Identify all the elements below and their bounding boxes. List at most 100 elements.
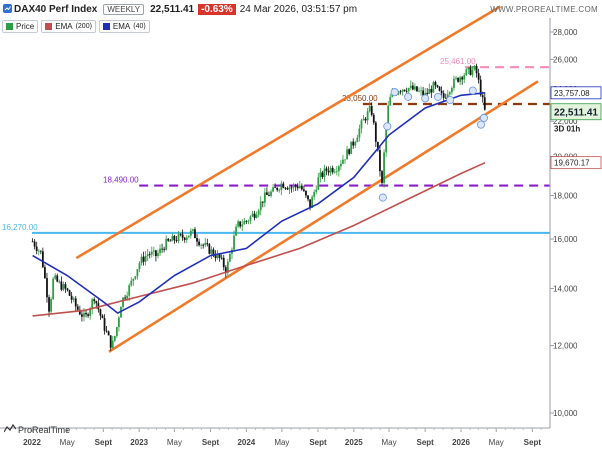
candle-body	[255, 214, 258, 218]
candle-body	[459, 77, 462, 82]
candles	[31, 63, 486, 351]
candle-body	[52, 278, 55, 300]
candle-body	[424, 92, 427, 96]
ema200-swatch-icon	[45, 23, 53, 30]
candle-body	[270, 191, 272, 196]
candle-body	[276, 187, 279, 190]
y-tick-label: 22,000	[553, 117, 578, 126]
candle-body	[377, 141, 379, 151]
candle-body	[473, 65, 476, 70]
candle-body	[83, 312, 85, 317]
x-tick-label: May	[381, 438, 396, 447]
candle-body	[200, 244, 203, 246]
candle-body	[226, 261, 229, 273]
candle-body	[313, 191, 316, 197]
candle-body	[305, 190, 307, 196]
candle-body	[142, 256, 145, 262]
candle-body	[372, 114, 375, 123]
candle-body	[245, 220, 248, 222]
candle-body	[352, 141, 355, 146]
candle-body	[93, 299, 96, 302]
last-price-box	[550, 103, 602, 121]
candle-body	[319, 172, 322, 178]
candle-body	[60, 281, 63, 290]
candle-body	[430, 88, 433, 93]
candle-body	[296, 186, 299, 189]
site-url: WWW.PROREALTIME.COM	[490, 4, 598, 14]
candle-body	[224, 267, 227, 273]
legend-ema200[interactable]: EMA (200)	[41, 20, 96, 33]
candle-body	[132, 278, 135, 281]
change-badge: -0.63%	[198, 3, 236, 15]
indicator-legend: Price EMA (200) EMA (40)	[2, 20, 150, 33]
x-tick-label: Sept	[309, 438, 327, 447]
dividend-marker	[479, 113, 488, 122]
candle-body	[111, 340, 114, 348]
candle-body	[263, 192, 266, 203]
y-tick-label: 12,000	[553, 342, 578, 351]
candle-body	[202, 244, 205, 246]
candle-body	[229, 253, 231, 262]
candle-body	[64, 284, 67, 289]
candle-body	[409, 85, 412, 89]
legend-ema200-label: EMA	[55, 22, 73, 31]
candle-body	[261, 201, 264, 203]
timeframe-selector[interactable]: WEEKLY	[103, 3, 145, 15]
x-tick-label: Sept	[417, 438, 435, 447]
instrument-title[interactable]: DAX40 Perf Index	[14, 3, 98, 15]
candle-body	[163, 248, 166, 250]
x-tick-label: Sept	[202, 438, 220, 447]
candle-body	[192, 229, 194, 231]
legend-ema40[interactable]: EMA (40)	[98, 20, 150, 33]
candle-body	[130, 280, 133, 286]
candle-body	[165, 238, 168, 250]
candle-body	[420, 90, 422, 92]
legend-ema40-param: (40)	[133, 23, 146, 30]
candle-body	[124, 297, 126, 299]
dividend-marker	[434, 92, 443, 101]
candle-body	[222, 257, 225, 268]
candle-body	[194, 229, 196, 239]
brand-logo: ProRealTime	[3, 423, 70, 435]
candle-body	[364, 118, 367, 121]
channel-upper-line	[75, 5, 502, 260]
candle-body	[136, 269, 139, 277]
candle-body	[161, 248, 163, 250]
candle-body	[185, 237, 188, 241]
dividend-marker	[378, 193, 387, 202]
candle-body	[239, 221, 242, 227]
candle-body	[167, 238, 170, 241]
ema200-value-box	[550, 156, 602, 170]
candle-body	[54, 275, 57, 279]
candle-body	[342, 159, 344, 164]
level-label: 16,270.00	[2, 223, 38, 232]
candle-body	[235, 226, 237, 236]
candle-body	[438, 86, 441, 91]
candle-body	[450, 87, 453, 93]
candle-body	[446, 94, 449, 98]
candle-body	[56, 275, 59, 282]
candle-body	[115, 327, 118, 336]
candle-body	[210, 249, 213, 254]
candle-body	[181, 234, 184, 238]
candle-body	[169, 240, 172, 242]
candle-body	[471, 69, 474, 75]
candle-body	[340, 163, 342, 167]
candle-body	[344, 159, 346, 161]
candle-body	[327, 170, 330, 173]
candle-body	[196, 238, 198, 242]
candle-body	[467, 67, 470, 70]
candle-body	[48, 297, 50, 312]
candle-body	[233, 235, 235, 250]
candle-body	[383, 152, 385, 183]
candle-body	[389, 96, 392, 106]
candle-body	[307, 195, 309, 200]
legend-price[interactable]: Price	[2, 20, 39, 33]
candle-body	[175, 240, 178, 242]
candle-body	[46, 278, 48, 298]
candle-body	[152, 250, 155, 252]
candle-body	[432, 82, 435, 93]
candle-body	[216, 253, 219, 259]
x-tick-label: May	[274, 438, 289, 447]
